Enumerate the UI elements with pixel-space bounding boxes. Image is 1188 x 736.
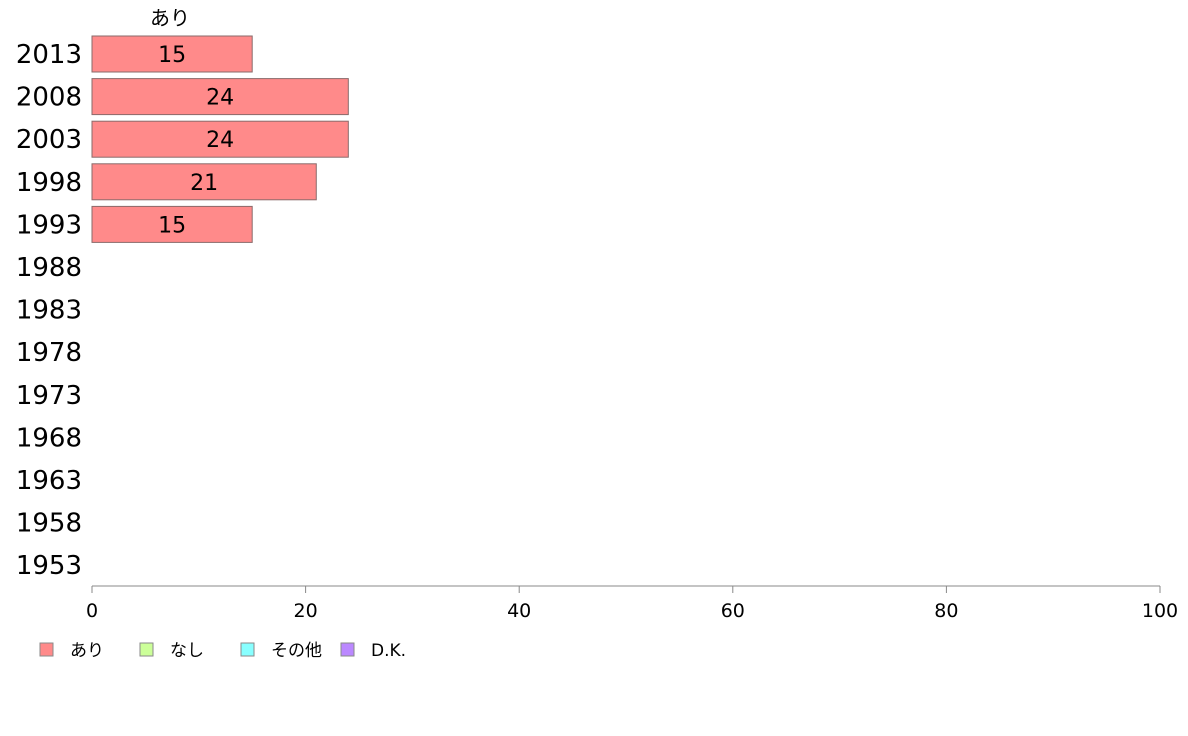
legend-swatch-3 [340, 642, 355, 657]
column-header: あり [150, 6, 190, 30]
x-tick-label-40: 40 [507, 600, 531, 622]
x-tick-label-80: 80 [934, 600, 958, 622]
year-label-2013: 2013 [16, 40, 82, 70]
legend-label-3: D.K. [371, 641, 406, 661]
year-label-1968: 1968 [16, 423, 82, 453]
year-label-1978: 1978 [16, 338, 82, 368]
bar-1998-series-0 [91, 163, 317, 201]
year-label-2008: 2008 [16, 83, 82, 113]
year-label-1993: 1993 [16, 210, 82, 240]
legend-swatch-2 [240, 642, 255, 657]
bar-2013-series-0 [91, 35, 253, 73]
x-tick-label-0: 0 [86, 600, 98, 622]
legend-swatch-0 [39, 642, 54, 657]
year-label-2003: 2003 [16, 125, 82, 155]
bar-2008-series-0 [91, 78, 349, 116]
x-tick-label-100: 100 [1142, 600, 1178, 622]
legend-label-0: あり [70, 641, 104, 661]
bar-value-label-1993-series-0: 15 [158, 213, 186, 238]
year-label-1983: 1983 [16, 296, 82, 326]
x-tick-label-60: 60 [721, 600, 745, 622]
legend-swatch-1 [139, 642, 154, 657]
x-tick-label-20: 20 [294, 600, 318, 622]
bar-value-label-1998-series-0: 21 [190, 171, 218, 196]
bar-2003-series-0 [91, 120, 349, 158]
year-label-1973: 1973 [16, 381, 82, 411]
year-label-1988: 1988 [16, 253, 82, 283]
year-label-1953: 1953 [16, 551, 82, 581]
year-label-1998: 1998 [16, 168, 82, 198]
legend-label-2: その他 [271, 641, 322, 661]
bar-1993-series-0 [91, 205, 253, 243]
year-label-1963: 1963 [16, 466, 82, 496]
year-label-1958: 1958 [16, 509, 82, 539]
bar-value-label-2008-series-0: 24 [206, 86, 234, 111]
bar-value-label-2013-series-0: 15 [158, 43, 186, 68]
bar-value-label-2003-series-0: 24 [206, 128, 234, 153]
legend-label-1: なし [170, 641, 204, 661]
